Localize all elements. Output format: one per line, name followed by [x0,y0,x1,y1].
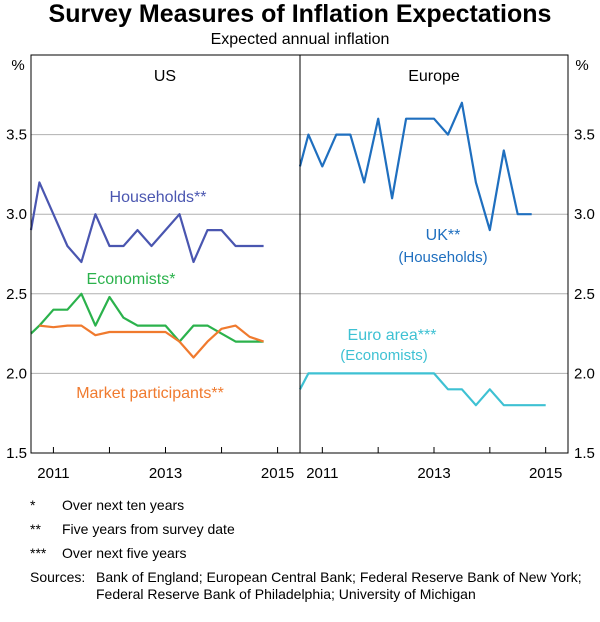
x-tick-label: 2011 [306,465,338,482]
y-unit-left: % [11,57,24,74]
series-label-uk: UK** [426,227,461,244]
series-line-uk [298,101,532,232]
series-label-households: Households** [110,189,207,206]
series-label-market: Market participants** [76,385,224,402]
series-line-euro [299,372,546,407]
y-tick-label-left: 3.0 [6,206,27,223]
x-tick-label: 2013 [149,465,182,482]
x-tick-label: 2015 [529,465,562,482]
series-label-euro: Euro area*** [348,327,437,344]
y-tick-label-right: 3.0 [574,206,595,223]
y-tick-label-right: 2.0 [574,365,595,382]
series-sublabel-uk: (Households) [398,249,487,266]
note-text: Over next five years [62,545,187,561]
x-tick-label: 2011 [37,465,69,482]
y-tick-label-right: 2.5 [574,286,595,303]
y-tick-label-left: 2.0 [6,365,27,382]
sources-label: Sources: [30,569,86,585]
note-mark: *** [30,545,47,561]
x-tick-label: 2015 [261,465,294,482]
panel-title-europe: Europe [408,68,460,85]
series-line-households [29,181,264,264]
panel-title-us: US [154,68,176,85]
note-mark: ** [30,521,41,537]
sources-text: Bank of England; European Central Bank; … [96,569,582,602]
series-label-economists: Economists* [87,271,176,288]
chart-subtitle: Expected annual inflation [210,31,390,48]
note-mark: * [30,497,36,513]
series-line-market [39,324,264,359]
y-tick-label-right: 1.5 [574,445,595,462]
note-text: Five years from survey date [62,521,235,537]
y-tick-label-right: 3.5 [574,127,595,144]
y-tick-label-left: 3.5 [6,127,27,144]
x-tick-label: 2013 [417,465,450,482]
note-text: Over next ten years [62,497,185,513]
y-tick-label-left: 1.5 [6,445,27,462]
chart-title: Survey Measures of Inflation Expectation… [48,0,552,28]
y-unit-right: % [575,57,588,74]
series-line-economists [30,292,264,343]
series-sublabel-euro: (Economists) [340,347,428,364]
y-tick-label-left: 2.5 [6,286,27,303]
